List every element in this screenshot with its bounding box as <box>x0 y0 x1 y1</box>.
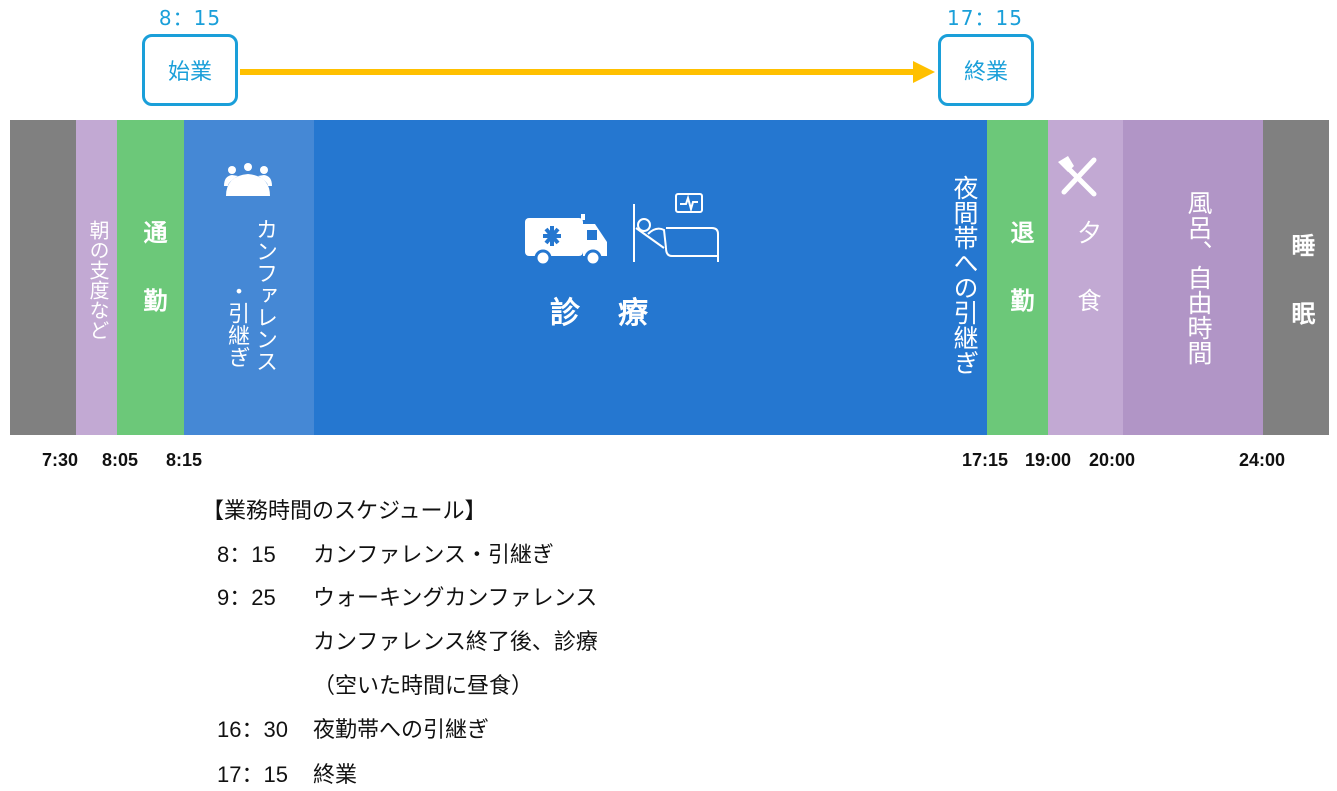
dinner-label: 夕 食 <box>1073 220 1101 322</box>
schedule-time: 8：15 <box>217 542 276 567</box>
start-time: 8：15 <box>158 6 222 30</box>
segment-leave: 退 勤 <box>987 120 1048 435</box>
commute-label: 通 勤 <box>139 220 167 322</box>
end-box: 終業 <box>938 34 1034 106</box>
schedule-text: ウォーキングカンファレンス <box>313 586 598 611</box>
sleep-label: 睡 眠 <box>1287 233 1315 335</box>
bath-label: 風呂、自由時間 <box>1184 190 1213 365</box>
time-label: 24:00 <box>1238 450 1286 470</box>
schedule-text: 終業 <box>313 763 358 788</box>
ambulance-icon <box>525 214 607 264</box>
time-label: 8:05 <box>101 450 139 470</box>
segment-bath-free-time: 風呂、自由時間 <box>1123 120 1263 435</box>
conference-label-1: カンファレンス <box>252 218 277 372</box>
fork-knife-icon <box>1058 156 1097 197</box>
end-time: 17：15 <box>947 6 1023 30</box>
segment-sleep-morning <box>10 120 76 435</box>
schedule-text: カンファレンス・引継ぎ <box>313 543 554 568</box>
segment-dinner: 夕 食 <box>1048 120 1123 435</box>
time-label: 20:00 <box>1088 450 1136 470</box>
schedule-text: （空いた時間に昼食） <box>313 674 534 699</box>
schedule-time: 17：15 <box>217 762 288 787</box>
time-label: 8:15 <box>165 450 203 470</box>
segment-conference: カンファレンス ・引継ぎ <box>184 120 314 435</box>
schedule-text: カンファレンス終了後、診療 <box>313 630 598 655</box>
schedule-title: 【業務時間のスケジュール】 <box>202 499 487 524</box>
segment-sleep: 睡 眠 <box>1263 120 1329 435</box>
handover-label: 夜間帯への引継ぎ <box>950 175 979 375</box>
morning-prep-label: 朝の支度など <box>86 220 110 340</box>
start-box: 始業 <box>142 34 238 106</box>
arrow-head <box>913 61 935 83</box>
segment-medical: 診 療 夜間帯への引継ぎ <box>314 120 987 435</box>
schedule-text: 夜勤帯への引継ぎ <box>313 718 490 743</box>
time-label: 17:15 <box>961 450 1009 470</box>
arrow-line <box>240 69 915 75</box>
time-label: 19:00 <box>1024 450 1072 470</box>
segment-morning-prep: 朝の支度など <box>76 120 117 435</box>
people-meeting-icon <box>224 163 272 196</box>
time-label: 7:30 <box>41 450 79 470</box>
leave-label: 退 勤 <box>1006 220 1034 322</box>
schedule-time: 16：30 <box>217 717 288 742</box>
medical-label: 診 療 <box>550 296 652 331</box>
hospital-bed-icon <box>633 193 719 262</box>
conference-label-2: ・引継ぎ <box>224 280 249 368</box>
segment-commute: 通 勤 <box>117 120 184 435</box>
schedule-time: 9：25 <box>217 585 276 610</box>
